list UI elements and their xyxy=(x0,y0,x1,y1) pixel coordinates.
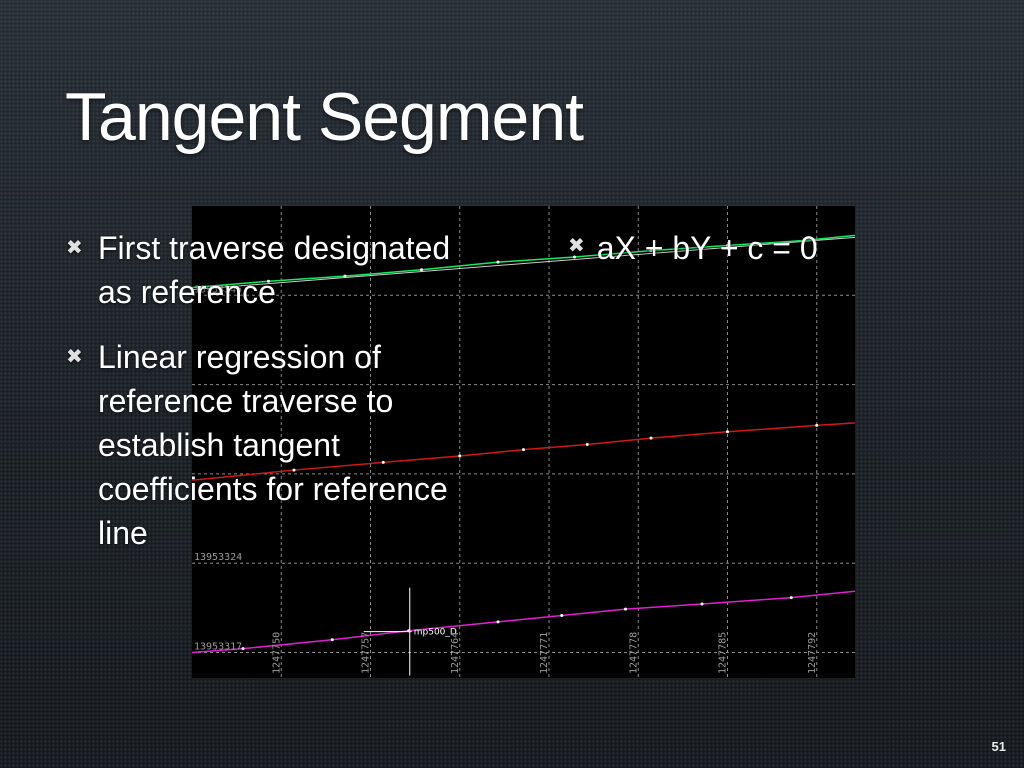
bullet-item-equation: ✖ aX + bY + c = 0 xyxy=(568,226,818,275)
bullet-icon: ✖ xyxy=(66,237,83,259)
data-point xyxy=(330,638,334,642)
equation-text: aX + bY + c = 0 xyxy=(596,230,818,266)
x-tick-label: 1247764 xyxy=(450,632,461,674)
bullet-text: First traverse designated as reference xyxy=(98,230,451,310)
data-point xyxy=(522,448,525,452)
data-point xyxy=(343,274,347,278)
data-point xyxy=(496,260,500,264)
data-point xyxy=(267,279,270,283)
x-tick-label: 1247757 xyxy=(361,632,372,674)
regression-line xyxy=(191,236,856,291)
annotation-label: mp500_D xyxy=(414,628,457,638)
bullet-item-regression: ✖ Linear regression of reference travers… xyxy=(66,335,486,555)
data-point xyxy=(649,436,653,440)
data-point xyxy=(802,238,806,242)
data-point xyxy=(815,423,819,427)
bullet-list-left: ✖ First traverse designated as reference… xyxy=(66,226,486,576)
y-tick-label: 13953324 xyxy=(194,552,242,563)
data-point xyxy=(789,596,793,600)
bullet-text: Linear regression of reference traverse … xyxy=(98,339,448,551)
slide-title: Tangent Segment xyxy=(65,79,584,155)
y-tick-label: 13953345 xyxy=(194,284,242,295)
data-point xyxy=(420,268,423,272)
series-line-magenta xyxy=(191,590,856,654)
data-point xyxy=(726,244,729,248)
x-tick-label: 1247792 xyxy=(807,632,818,674)
plot-background xyxy=(192,206,855,678)
x-tick-label: 1247750 xyxy=(271,632,282,674)
series-line-red xyxy=(191,422,856,482)
page-number: 51 xyxy=(991,739,1006,754)
data-point xyxy=(292,468,296,472)
data-point xyxy=(573,255,576,259)
data-point xyxy=(700,602,704,606)
data-point xyxy=(726,430,729,434)
series-line-green xyxy=(191,234,856,289)
data-point xyxy=(649,249,653,253)
data-point xyxy=(560,613,564,617)
bullet-icon: ✖ xyxy=(66,346,83,368)
data-point xyxy=(585,443,589,447)
data-point xyxy=(496,620,500,624)
x-tick-label: 1247778 xyxy=(628,632,639,674)
y-tick-label: 13953317 xyxy=(194,641,242,652)
data-point xyxy=(381,460,385,464)
data-point xyxy=(241,647,245,651)
bullet-item-reference: ✖ First traverse designated as reference xyxy=(66,226,486,314)
bullet-icon: ✖ xyxy=(568,235,585,257)
data-point xyxy=(458,454,462,458)
x-tick-label: 1247785 xyxy=(718,632,729,674)
data-point xyxy=(624,607,627,611)
x-tick-label: 1247771 xyxy=(539,632,550,674)
